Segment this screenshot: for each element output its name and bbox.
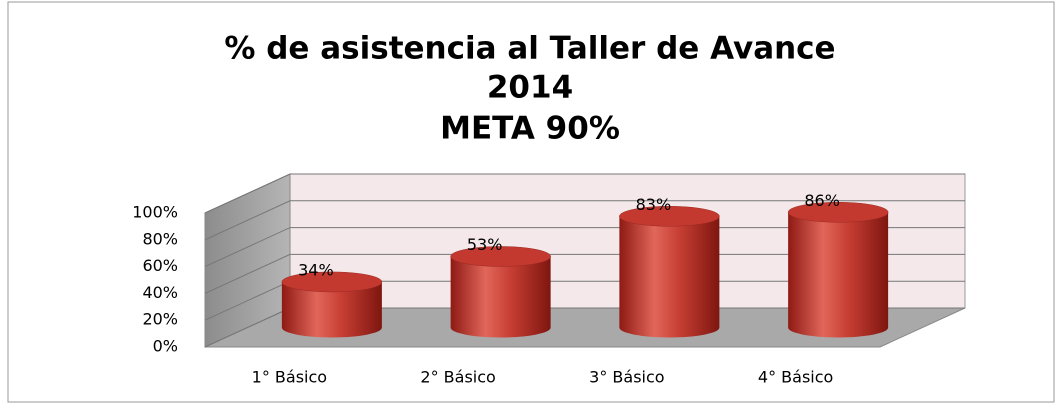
- grid-line: [204, 227, 965, 268]
- chart-title: 2014: [487, 70, 573, 106]
- chart-title: % de asistencia al Taller de Avance: [224, 31, 835, 67]
- bar-top: [281, 271, 383, 293]
- y-tick-label: 40%: [142, 283, 178, 302]
- x-tick-label: 4° Básico: [758, 368, 833, 387]
- grid-line: [204, 173, 965, 214]
- y-tick-label: 0%: [153, 337, 178, 356]
- x-tick-label: 1° Básico: [252, 368, 327, 387]
- plot-area: 0% 20% 40% 60% 80% 100% 1° Básico 34% 2° Básico 5…: [132, 173, 966, 387]
- grid-line: [204, 200, 965, 241]
- value-label: 53%: [467, 235, 503, 254]
- y-tick-label: 100%: [132, 203, 178, 222]
- y-tick-label: 20%: [142, 310, 178, 329]
- x-tick-label: 3° Básico: [589, 368, 664, 387]
- chart-title: META 90%: [440, 111, 620, 147]
- bar-top: [787, 202, 889, 223]
- y-tick-label: 60%: [142, 256, 178, 275]
- x-tick-label: 2° Básico: [420, 368, 495, 387]
- bar-top: [619, 206, 720, 227]
- grid-line: [204, 253, 965, 294]
- value-label: 34%: [298, 260, 334, 279]
- bar: [281, 281, 382, 338]
- bar: [788, 212, 889, 338]
- bar-top: [450, 246, 551, 267]
- bar: [619, 216, 720, 338]
- y-tick-label: 80%: [142, 229, 178, 248]
- bar: [450, 256, 551, 338]
- value-label: 86%: [804, 191, 840, 210]
- value-label: 83%: [636, 195, 672, 214]
